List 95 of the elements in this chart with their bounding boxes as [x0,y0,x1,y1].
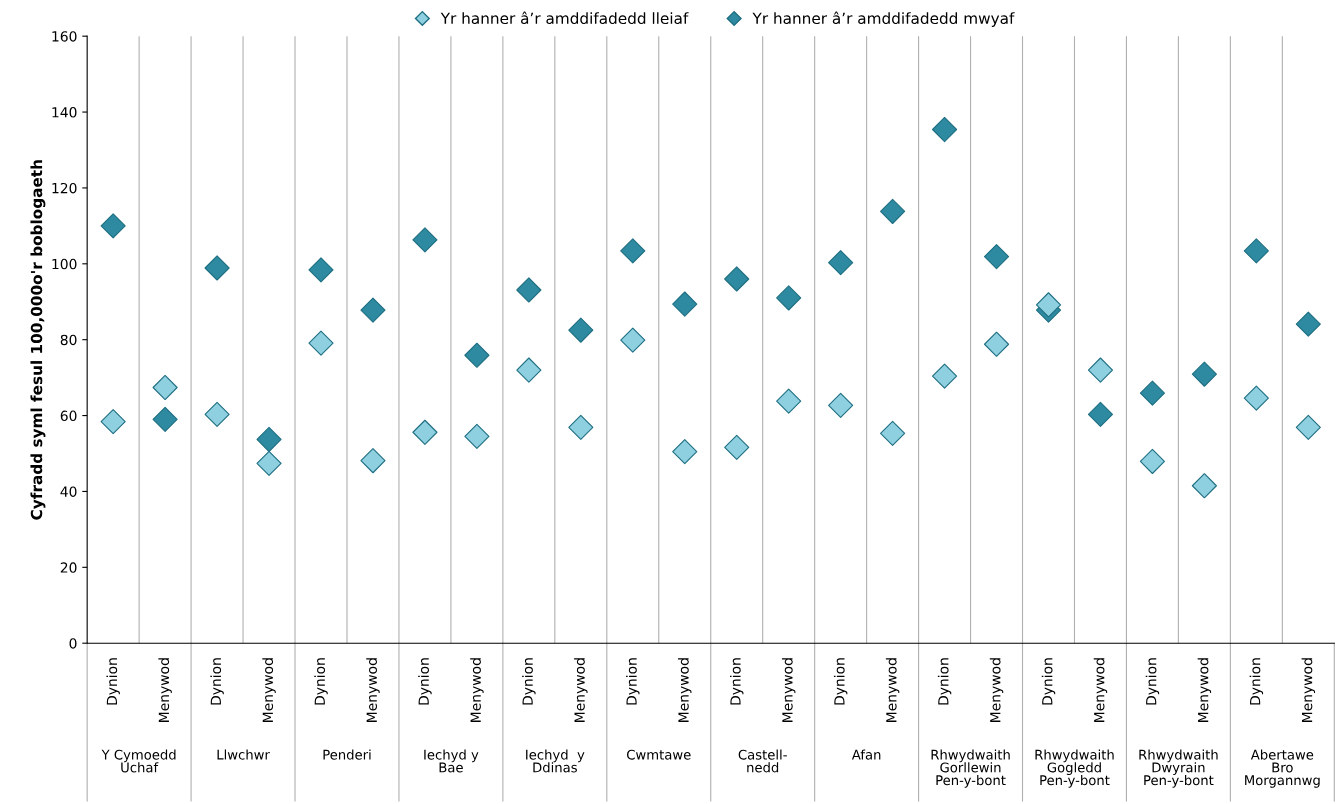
point [880,198,906,225]
text: Rhwydwaith Gorllewin Pen-y-bont [931,749,1010,788]
text: Y Cymoedd Uchaf [101,749,176,773]
point [1243,385,1269,411]
text: Iechyd y Ddinas [526,749,585,773]
y-tick-label: 40 [60,486,77,497]
y-tick-label: 100 [52,258,77,270]
point [1243,238,1269,264]
text: Castell- nedd [738,749,787,773]
x-tick-label: Dynion [210,658,224,705]
point [256,450,282,476]
x-tick-label: Dynion [833,658,848,705]
text: Llwchwr [217,749,270,760]
point [100,409,126,435]
point [1087,357,1114,383]
point [568,317,594,343]
x-tick-label: Menywod [1301,658,1316,722]
text: Cwmtawe [626,749,691,760]
x-tick-label: Menywod [885,658,900,722]
y-axis-title: Cyfradd syml fesul 100,000o'r boblogaeth [30,160,46,520]
x-tick-label: Menywod [1197,658,1212,722]
legend-label: Yr hanner â’r amddifadedd mwyaf [752,11,1015,28]
point [1295,311,1321,337]
point [620,238,646,264]
point [152,374,178,401]
point [672,439,698,465]
x-tick-label: Dynion [418,658,432,705]
x-tick-label: Menywod [366,658,380,722]
x-tick-label: Menywod [158,658,172,722]
x-tick-label: Dynion [626,658,640,705]
text: Afan [851,749,881,760]
point [464,342,490,368]
point [1035,292,1062,318]
point [620,327,646,353]
x-tick-label: Menywod [262,658,276,722]
point [672,291,698,317]
y-tick-label: 140 [52,107,77,118]
point [516,277,542,303]
x-tick-label: Menywod [470,658,484,722]
x-tick-label: Dynion [314,658,328,705]
point [724,266,750,292]
point [724,434,750,461]
point [828,250,854,276]
point [931,116,958,143]
x-tick-label: Menywod [678,658,692,722]
y-tick-label: 20 [60,562,77,573]
point [308,257,334,283]
legend-label: Yr hanner â’r amddifadedd lleiaf [440,11,689,25]
text: Rhwydwaith Dwyrain Pen-y-bont [1139,749,1218,788]
x-tick-label: Menywod [574,658,588,722]
point [1191,473,1217,499]
text: Penderi [323,749,371,760]
point [152,406,178,432]
x-tick-label: Dynion [729,658,744,705]
point [100,213,126,239]
text: Abertawe Bro Morgannwg [1245,749,1320,788]
y-tick-label: 120 [52,182,77,194]
y-tick-label: 60 [60,410,77,422]
x-tick-label: Dynion [106,658,120,705]
point [412,227,438,253]
point [256,426,282,453]
point [983,331,1010,357]
x-tick-label: Dynion [1249,658,1264,705]
point [1295,414,1321,440]
text: Rhwydwaith Gogledd Pen-y-bont [1035,749,1114,788]
point [880,420,906,446]
point [776,388,802,414]
x-tick-label: Dynion [1145,658,1160,705]
point [412,419,438,445]
y-tick-label: 160 [52,31,77,42]
y-tick-label: 80 [60,334,77,346]
point [828,392,854,418]
point [464,423,490,450]
y-tick-label: 0 [69,638,77,649]
x-tick-label: Dynion [937,658,952,705]
x-tick-label: Menywod [1093,658,1108,722]
point [568,414,594,440]
x-tick-label: Dynion [1041,658,1056,705]
point [204,255,230,281]
point [360,297,386,323]
point [1087,401,1114,428]
x-tick-label: Dynion [522,658,536,705]
point [360,448,386,474]
point [516,357,542,383]
x-tick-label: Menywod [989,658,1004,722]
point [204,401,230,428]
text: Iechyd y Bae [424,749,479,773]
point [931,363,958,389]
point [308,330,334,356]
x-tick-label: Menywod [781,658,796,722]
point [983,244,1010,270]
point [776,285,802,311]
point [1139,380,1166,406]
point [1139,448,1166,475]
point [1191,361,1217,387]
